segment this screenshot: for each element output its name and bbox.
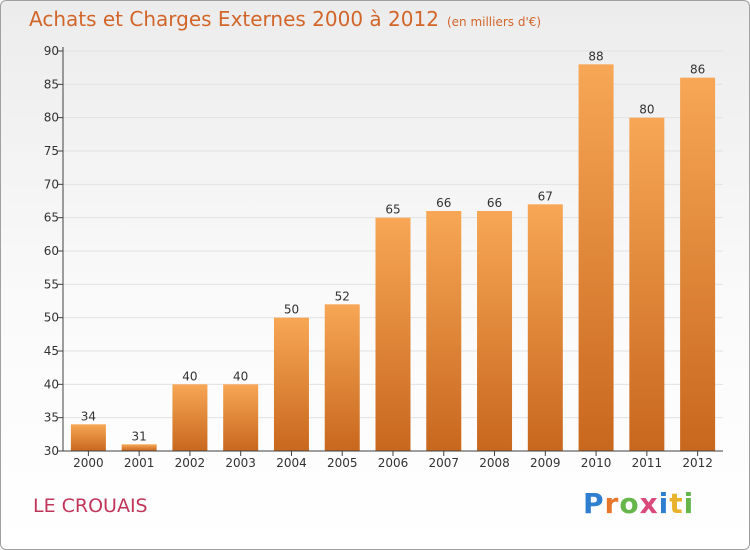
bar	[70, 424, 106, 451]
y-tick-label: 80	[44, 111, 59, 125]
bar	[477, 211, 513, 451]
y-tick-label: 35	[44, 411, 59, 425]
logo-letter: t	[669, 487, 684, 520]
x-tick-label: 2000	[73, 456, 104, 470]
bar	[223, 384, 259, 451]
bar	[121, 444, 157, 451]
value-labels: 34 31 40 40 50 52 65 66 66 67 88 80 86	[81, 49, 706, 443]
data-label: 66	[487, 196, 502, 210]
y-tick-label: 40	[44, 377, 59, 391]
chart-title-text: Achats et Charges Externes 2000 à 2012	[29, 7, 439, 31]
y-tick-label: 55	[44, 277, 59, 291]
data-label: 52	[335, 289, 350, 303]
data-label: 40	[182, 369, 197, 383]
chart-title: Achats et Charges Externes 2000 à 2012 (e…	[29, 7, 541, 31]
logo-letter: x	[639, 487, 659, 520]
data-label: 34	[81, 409, 96, 423]
x-tick-label: 2011	[632, 456, 663, 470]
commune-name: LE CROUAIS	[33, 495, 148, 517]
y-tick-label: 30	[44, 444, 59, 458]
x-tick-label: 2002	[175, 456, 206, 470]
logo-letter: i	[658, 487, 670, 520]
data-label: 40	[233, 369, 248, 383]
bar	[527, 204, 563, 451]
data-label: 50	[284, 303, 299, 317]
y-tick-label: 70	[44, 177, 59, 191]
bar	[426, 211, 462, 451]
x-tick-label: 2001	[124, 456, 155, 470]
x-tick-label: 2010	[581, 456, 612, 470]
y-tick-label: 60	[44, 244, 59, 258]
bar	[578, 64, 614, 452]
data-label: 66	[436, 196, 451, 210]
axes: 30 35 40 45 50 55 60 65 70 75 80 85 90 2000 2001 2002 20…	[44, 44, 723, 470]
y-tick-label: 75	[44, 144, 59, 158]
bar	[680, 77, 716, 452]
logo-letter: i	[683, 487, 695, 520]
x-tick-label: 2009	[530, 456, 561, 470]
data-label: 31	[132, 429, 147, 443]
bar	[375, 217, 411, 451]
x-tick-label: 2012	[682, 456, 713, 470]
bar	[629, 117, 665, 452]
x-tick-label: 2005	[327, 456, 358, 470]
data-label: 86	[690, 63, 705, 77]
x-tick-label: 2004	[276, 456, 307, 470]
data-label: 80	[639, 103, 654, 117]
y-tick-label: 50	[44, 311, 59, 325]
data-label: 67	[538, 189, 553, 203]
logo-letter: o	[619, 487, 640, 520]
x-tick-label: 2007	[428, 456, 459, 470]
bars	[70, 64, 716, 452]
logo-letter: r	[604, 487, 620, 520]
y-tick-label: 65	[44, 211, 59, 225]
y-tick-label: 85	[44, 77, 59, 91]
bar	[172, 384, 208, 451]
data-label: 88	[588, 49, 603, 63]
proxiti-logo: Proxiti	[583, 487, 694, 520]
x-tick-label: 2008	[479, 456, 510, 470]
bar	[273, 317, 309, 451]
x-tick-label: 2006	[378, 456, 409, 470]
data-label: 65	[385, 203, 400, 217]
bar	[324, 304, 360, 451]
logo-letter: P	[583, 487, 605, 520]
x-tick-label: 2003	[225, 456, 256, 470]
y-tick-label: 45	[44, 344, 59, 358]
chart-subtitle: (en milliers d'€)	[446, 15, 542, 29]
y-tick-label: 90	[44, 44, 59, 58]
